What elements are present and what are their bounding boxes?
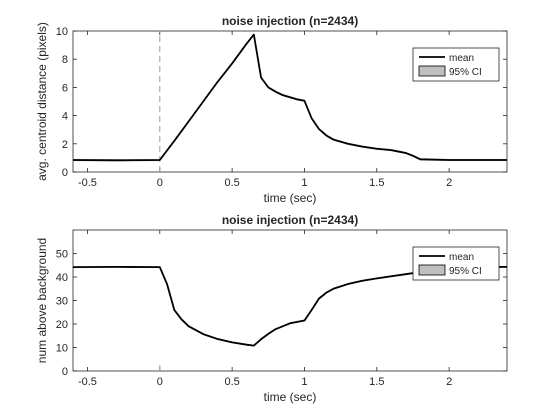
top-plot: -0.5 0 0.5 1 1.5 2 0 2 4 6 8 10 noise injection (n=2… [35, 14, 508, 205]
x-tick-label: 1 [301, 177, 307, 189]
y-tick-label: 0 [62, 366, 68, 378]
x-tick-label: 2 [446, 376, 452, 388]
y-tick-label: 0 [62, 167, 68, 179]
y-tick-label: 10 [56, 26, 68, 38]
legend-ci-label: 95% CI [449, 67, 482, 78]
series-line-0 [72, 265, 508, 347]
y-tick-label: 4 [62, 111, 68, 123]
y-tick-label: 50 [56, 249, 68, 261]
x-tick-label: 0 [157, 177, 163, 189]
x-tick-label: 1 [301, 376, 307, 388]
x-axis-label: time (sec) [264, 390, 317, 404]
y-axis-label: avg. centroid distance (pixels) [35, 22, 49, 181]
x-tick-label: 0 [157, 376, 163, 388]
chart-title: noise injection (n=2434) [222, 14, 358, 28]
y-axis-label: num above background [35, 238, 49, 363]
chart-title: noise injection (n=2434) [222, 213, 358, 227]
y-tick-label: 40 [56, 272, 68, 284]
x-tick-label: -0.5 [78, 376, 97, 388]
legend-ci-swatch [418, 264, 446, 276]
y-tick-label: 2 [62, 139, 68, 151]
y-tick-label: 30 [56, 296, 68, 308]
axes-box [72, 30, 508, 173]
series-line-0 [72, 33, 507, 162]
legend-ci-swatch [418, 65, 446, 77]
legend-box [412, 246, 500, 281]
legend-mean-label: mean [449, 252, 474, 263]
x-tick-label: 2 [446, 177, 452, 189]
x-tick-label: 1.5 [369, 376, 384, 388]
y-tick-label: 6 [62, 82, 68, 94]
legend-ci-label: 95% CI [449, 266, 482, 277]
y-tick-label: 8 [62, 54, 68, 66]
x-tick-label: -0.5 [78, 177, 97, 189]
x-axis-label: time (sec) [264, 191, 317, 205]
x-tick-label: 1.5 [369, 177, 384, 189]
x-tick-label: 0.5 [224, 376, 239, 388]
x-tick-label: 0.5 [224, 177, 239, 189]
y-tick-label: 20 [56, 319, 68, 331]
y-tick-label: 10 [56, 343, 68, 355]
legend-mean-label: mean [449, 53, 474, 64]
